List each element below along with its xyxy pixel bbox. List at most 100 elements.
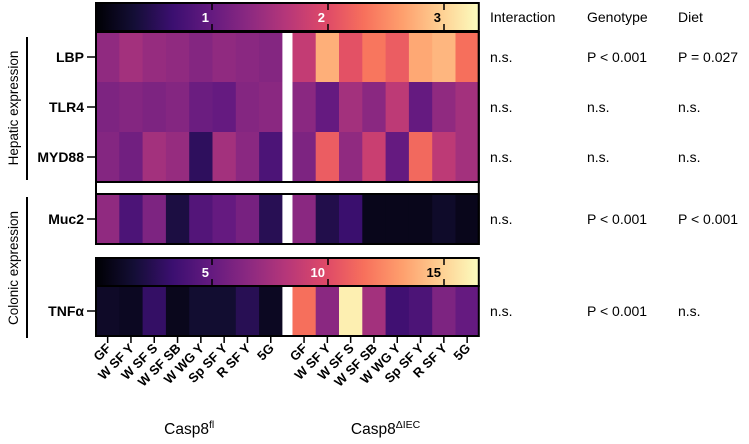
cell-lbp-1 xyxy=(119,32,144,83)
column-label: 5G xyxy=(450,341,473,364)
cell-muc2-15 xyxy=(455,194,480,245)
cell-muc2-10 xyxy=(339,194,363,245)
cell-lbp-8 xyxy=(292,32,317,83)
cell-tlr4-15 xyxy=(455,82,480,133)
colorbars: 1 2 3 5 10 15 xyxy=(95,2,480,287)
cell-lbp-14 xyxy=(432,32,457,83)
group-label: Casp8fl xyxy=(164,419,214,438)
colorbar-tick-label: 15 xyxy=(427,265,441,280)
stat-value: n.s. xyxy=(490,211,513,227)
stat-value: n.s. xyxy=(587,99,610,115)
cell-muc2-0 xyxy=(96,194,120,245)
group-separator xyxy=(282,286,293,336)
cell-muc2-12 xyxy=(385,194,410,245)
cell-tlr4-10 xyxy=(339,82,363,133)
row-label: TNFα xyxy=(48,303,84,319)
cell-tlr4-6 xyxy=(235,82,260,133)
cell-myd88-2 xyxy=(142,132,167,183)
stat-value: n.s. xyxy=(678,99,701,115)
cell-tnfα-11 xyxy=(362,286,387,337)
group-separator xyxy=(282,32,293,182)
cell-lbp-13 xyxy=(408,32,433,83)
cell-tnfα-7 xyxy=(259,286,283,337)
cell-muc2-3 xyxy=(165,194,190,245)
cell-myd88-11 xyxy=(362,132,387,183)
cell-myd88-3 xyxy=(165,132,190,183)
cell-tlr4-9 xyxy=(315,82,340,133)
cell-lbp-6 xyxy=(235,32,260,83)
row-label: TLR4 xyxy=(49,99,84,115)
cell-tlr4-5 xyxy=(212,82,237,133)
cell-tnfα-4 xyxy=(189,286,214,337)
stat-header-interaction: Interaction xyxy=(490,9,555,25)
colonic-expression-label: Colonic expression xyxy=(6,211,21,325)
cell-myd88-0 xyxy=(96,132,120,183)
cell-myd88-13 xyxy=(408,132,433,183)
cell-myd88-7 xyxy=(259,132,283,183)
cell-myd88-1 xyxy=(119,132,144,183)
cell-lbp-4 xyxy=(189,32,214,83)
cell-lbp-5 xyxy=(212,32,237,83)
stat-value: n.s. xyxy=(490,303,513,319)
stat-value: n.s. xyxy=(678,303,701,319)
cell-tlr4-4 xyxy=(189,82,214,133)
stat-value: P < 0.001 xyxy=(678,211,738,227)
cell-tnfα-12 xyxy=(385,286,410,337)
cell-muc2-9 xyxy=(315,194,340,245)
stat-value: n.s. xyxy=(587,149,610,165)
cell-tnfα-3 xyxy=(165,286,190,337)
cell-tnfα-14 xyxy=(432,286,457,337)
stat-header-genotype: Genotype xyxy=(587,9,648,25)
cell-myd88-12 xyxy=(385,132,410,183)
group-label: Casp8ΔIEC xyxy=(351,419,421,438)
cell-lbp-9 xyxy=(315,32,340,83)
cell-muc2-13 xyxy=(408,194,433,245)
cell-tnfα-8 xyxy=(292,286,317,337)
cell-muc2-6 xyxy=(235,194,260,245)
stat-value: n.s. xyxy=(678,149,701,165)
cell-tlr4-14 xyxy=(432,82,457,133)
colorbar-colonic-tnf xyxy=(95,257,480,287)
stat-value: n.s. xyxy=(490,149,513,165)
cell-tlr4-3 xyxy=(165,82,190,133)
stat-value: P < 0.001 xyxy=(587,211,647,227)
cell-myd88-15 xyxy=(455,132,480,183)
cell-myd88-8 xyxy=(292,132,317,183)
cell-tlr4-12 xyxy=(385,82,410,133)
cell-muc2-7 xyxy=(259,194,283,245)
group-separator xyxy=(282,194,293,244)
cell-tnfα-6 xyxy=(235,286,260,337)
row-label: Muc2 xyxy=(48,211,84,227)
cell-lbp-3 xyxy=(165,32,190,83)
labels: LBP n.s. P < 0.001 P = 0.027 TLR4 n.s. n.s. n.s… xyxy=(6,9,738,438)
colorbar-tick-label: 3 xyxy=(434,10,441,25)
group-label-sup: fl xyxy=(209,419,214,431)
cell-myd88-4 xyxy=(189,132,214,183)
cell-tlr4-13 xyxy=(408,82,433,133)
colorbar-tick-label: 1 xyxy=(202,10,209,25)
cell-tnfα-0 xyxy=(96,286,120,337)
cell-myd88-5 xyxy=(212,132,237,183)
colorbar-tick-label: 5 xyxy=(202,265,209,280)
cell-lbp-0 xyxy=(96,32,120,83)
cell-lbp-11 xyxy=(362,32,387,83)
cell-myd88-10 xyxy=(339,132,363,183)
cell-muc2-4 xyxy=(189,194,214,245)
cell-muc2-2 xyxy=(142,194,167,245)
cell-lbp-7 xyxy=(259,32,283,83)
colorbar-tick-label: 2 xyxy=(318,10,325,25)
cell-muc2-8 xyxy=(292,194,317,245)
stat-value: P < 0.001 xyxy=(587,49,647,65)
cell-tnfα-5 xyxy=(212,286,237,337)
column-label: 5G xyxy=(254,341,277,364)
stat-value: n.s. xyxy=(490,49,513,65)
cell-muc2-11 xyxy=(362,194,387,245)
cell-tlr4-8 xyxy=(292,82,317,133)
stat-value: P = 0.027 xyxy=(678,49,738,65)
stat-value: P < 0.001 xyxy=(587,303,647,319)
cell-tlr4-1 xyxy=(119,82,144,133)
cell-lbp-12 xyxy=(385,32,410,83)
hepatic-expression-label: Hepatic expression xyxy=(6,51,21,166)
group-label-sup: ΔIEC xyxy=(396,419,421,431)
